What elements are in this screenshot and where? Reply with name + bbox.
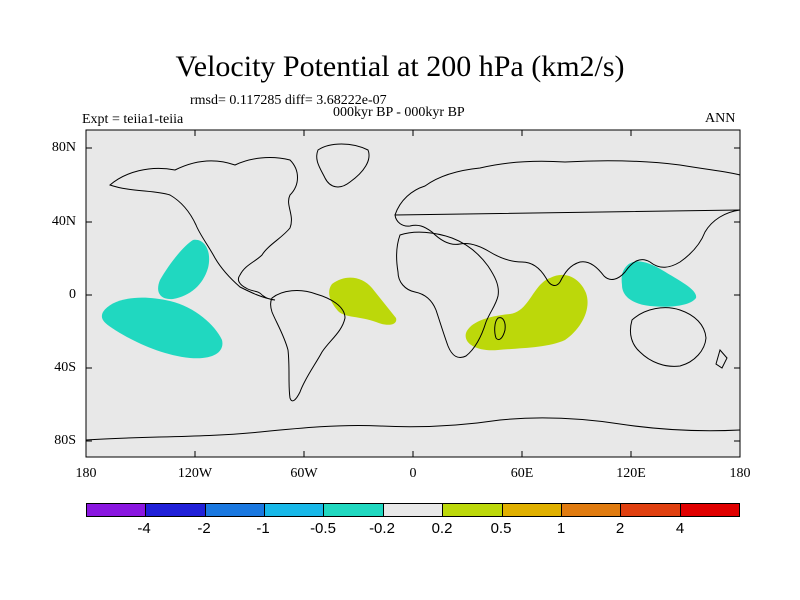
- lon-label-0: 0: [409, 466, 417, 481]
- colorbar-box: [383, 504, 444, 516]
- period-label: 000kyr BP - 000kyr BP: [333, 105, 465, 120]
- lon-label-120e: 120E: [616, 466, 646, 481]
- colorbar-label: -4: [137, 520, 151, 537]
- colorbar-box: [265, 504, 325, 516]
- lat-label-40s: 40S: [54, 360, 76, 375]
- colorbar-label: 0.2: [431, 520, 453, 537]
- colorbar-box: [87, 504, 147, 516]
- greenland-coast: [316, 143, 370, 188]
- experiment-label: Expt = teiia1-teiia: [82, 112, 184, 127]
- maritime-continent-negative-patch: [621, 261, 697, 307]
- colorbar-box: [561, 504, 622, 516]
- madagascar-coast: [494, 317, 506, 341]
- lon-label-60w: 60W: [290, 466, 318, 481]
- colorbar-box: [324, 504, 384, 516]
- australia-coast: [629, 307, 707, 367]
- eurasia-coast: [394, 160, 741, 286]
- lon-label-180w: 180: [75, 466, 97, 481]
- south-atlantic-positive-patch: [329, 277, 397, 325]
- colorbar-label: 1: [556, 520, 566, 537]
- lon-label-180e: 180: [729, 466, 751, 481]
- colorbar-box: [502, 504, 562, 516]
- colorbar-label: 4: [675, 520, 685, 537]
- colorbar-label: -2: [197, 520, 211, 537]
- north-america-coast: [109, 157, 298, 301]
- lat-label-0: 0: [69, 287, 76, 302]
- colorbar: [86, 503, 740, 517]
- axis-ticks: [86, 130, 740, 457]
- lat-label-80n: 80N: [51, 140, 76, 155]
- colorbar-box: [621, 504, 681, 516]
- lon-label-120w: 120W: [177, 466, 213, 481]
- lat-label-80s: 80S: [54, 433, 76, 448]
- coastlines: [85, 143, 741, 441]
- colorbar-box: [146, 504, 206, 516]
- colorbar-label: 2: [615, 520, 625, 537]
- colorbar-label: -0.2: [369, 520, 395, 537]
- colorbar-label: 0.5: [490, 520, 512, 537]
- north-pacific-negative-patch: [158, 239, 210, 300]
- colorbar-box: [205, 504, 266, 516]
- lon-label-60e: 60E: [510, 466, 534, 481]
- colorbar-box: [680, 504, 739, 516]
- africa-coast: [396, 231, 499, 359]
- colorbar-label: -1: [256, 520, 270, 537]
- colorbar-label: -0.5: [310, 520, 336, 537]
- lat-label-40n: 40N: [51, 214, 76, 229]
- colorbar-box: [443, 504, 503, 516]
- south-pacific-negative-patch: [101, 297, 223, 359]
- indian-ocean-positive-patch: [465, 274, 588, 351]
- season-label: ANN: [705, 111, 736, 126]
- south-america-coast: [270, 290, 346, 402]
- map-title: Velocity Potential at 200 hPa (km2/s): [175, 50, 625, 83]
- antarctica-coast: [85, 417, 741, 441]
- stats-label: rmsd= 0.117285 diff= 3.68222e-07: [190, 93, 387, 108]
- new-zealand-coast: [715, 348, 728, 369]
